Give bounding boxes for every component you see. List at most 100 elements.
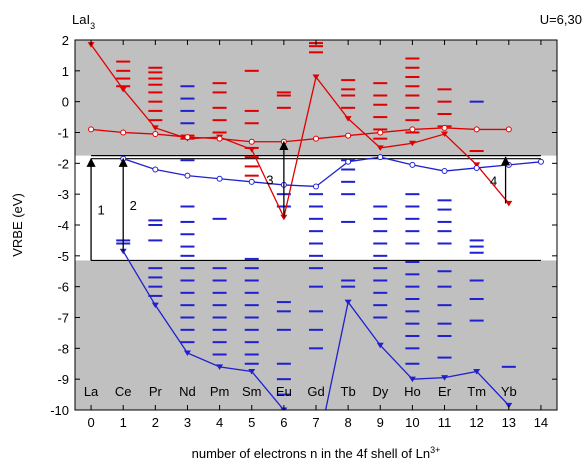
element-label: Tb bbox=[341, 384, 356, 399]
series-line bbox=[122, 156, 541, 188]
point bbox=[280, 214, 288, 221]
point bbox=[441, 168, 448, 175]
point bbox=[184, 134, 191, 141]
point bbox=[505, 200, 513, 207]
point bbox=[376, 145, 384, 151]
point bbox=[345, 132, 352, 139]
element-label: Pr bbox=[149, 384, 163, 399]
point bbox=[216, 364, 224, 370]
point bbox=[409, 161, 416, 168]
point bbox=[408, 140, 416, 147]
x-tick-label: 0 bbox=[87, 415, 94, 430]
y-tick-label: -3 bbox=[57, 187, 69, 202]
point bbox=[408, 376, 416, 383]
point bbox=[184, 172, 191, 179]
arrow-label: 3 bbox=[266, 173, 273, 188]
point bbox=[344, 116, 352, 122]
point bbox=[441, 375, 449, 381]
y-tick-label: -4 bbox=[57, 218, 69, 233]
point bbox=[344, 299, 352, 306]
point bbox=[345, 158, 352, 165]
x-tick-label: 12 bbox=[469, 415, 483, 430]
element-label: Yb bbox=[501, 384, 517, 399]
x-tick-label: 1 bbox=[120, 415, 127, 430]
x-tick-label: 10 bbox=[405, 415, 419, 430]
point bbox=[248, 368, 256, 375]
arrow-label: 2 bbox=[130, 198, 137, 213]
x-tick-label: 13 bbox=[502, 415, 516, 430]
point bbox=[120, 129, 127, 136]
point bbox=[248, 146, 256, 153]
point bbox=[312, 74, 320, 80]
x-tick-label: 5 bbox=[248, 415, 255, 430]
element-label: Dy bbox=[372, 384, 388, 399]
point bbox=[441, 124, 448, 131]
x-tick-label: 3 bbox=[184, 415, 191, 430]
point bbox=[377, 129, 384, 136]
x-tick-label: 4 bbox=[216, 415, 223, 430]
point bbox=[183, 350, 191, 356]
series-line bbox=[91, 127, 509, 143]
point bbox=[216, 135, 223, 142]
point bbox=[248, 178, 255, 185]
element-label: Nd bbox=[179, 384, 196, 399]
element-label: La bbox=[84, 384, 99, 399]
point bbox=[151, 125, 159, 131]
element-label: Ce bbox=[115, 384, 132, 399]
point bbox=[152, 131, 159, 138]
y-tick-label: 1 bbox=[62, 64, 69, 79]
y-tick-label: -2 bbox=[57, 156, 69, 171]
y-tick-label: -8 bbox=[57, 341, 69, 356]
element-label: Tm bbox=[467, 384, 486, 399]
y-tick-label: -7 bbox=[57, 311, 69, 326]
y-tick-label: 0 bbox=[62, 95, 69, 110]
x-tick-label: 14 bbox=[534, 415, 548, 430]
x-tick-label: 8 bbox=[345, 415, 352, 430]
y-tick-label: -1 bbox=[57, 126, 69, 141]
element-label: Sm bbox=[242, 384, 262, 399]
x-tick-label: 6 bbox=[280, 415, 287, 430]
element-label: Eu bbox=[276, 384, 292, 399]
point bbox=[505, 126, 512, 133]
arrow-label: 1 bbox=[97, 203, 104, 218]
point bbox=[473, 126, 480, 133]
valence-band bbox=[75, 260, 557, 410]
point bbox=[152, 166, 159, 173]
series-line bbox=[90, 44, 510, 220]
point bbox=[409, 126, 416, 133]
point bbox=[151, 302, 159, 309]
point bbox=[313, 183, 319, 190]
y-axis-label: VRBE (eV) bbox=[10, 193, 25, 257]
plot-area bbox=[75, 40, 557, 410]
x-tick-label: 9 bbox=[377, 415, 384, 430]
point bbox=[473, 368, 481, 375]
point bbox=[537, 158, 544, 165]
y-tick-label: 2 bbox=[62, 33, 69, 48]
point bbox=[216, 175, 223, 182]
point bbox=[505, 161, 512, 168]
arrow-label: 4 bbox=[490, 173, 497, 188]
point bbox=[473, 164, 480, 171]
element-label: Pm bbox=[210, 384, 230, 399]
y-tick-label: -5 bbox=[57, 249, 69, 264]
x-tick-label: 11 bbox=[438, 415, 452, 430]
point bbox=[377, 154, 384, 161]
point bbox=[119, 248, 127, 255]
y-tick-label: -9 bbox=[57, 372, 69, 387]
corner-label: U=6,30 bbox=[540, 12, 582, 27]
point bbox=[248, 138, 255, 145]
element-label: Ho bbox=[404, 384, 421, 399]
element-label: Gd bbox=[307, 384, 324, 399]
x-tick-label: 2 bbox=[152, 415, 159, 430]
point bbox=[376, 342, 384, 349]
point bbox=[313, 135, 319, 142]
y-tick-label: -6 bbox=[57, 280, 69, 295]
x-axis-label: number of electrons n in the 4f shell of… bbox=[192, 445, 441, 461]
point bbox=[119, 86, 127, 93]
point bbox=[88, 126, 95, 133]
point bbox=[441, 131, 449, 138]
chart-title: LaI3 bbox=[72, 12, 95, 31]
element-label: Er bbox=[438, 384, 452, 399]
y-tick-label: -10 bbox=[50, 403, 69, 418]
